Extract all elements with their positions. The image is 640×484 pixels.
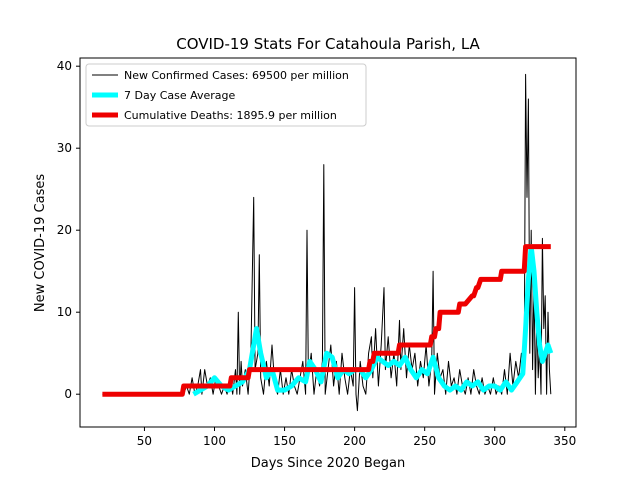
x-axis-label: Days Since 2020 Began: [251, 456, 406, 471]
legend-label: 7 Day Case Average: [124, 89, 236, 102]
x-tick-label: 350: [553, 434, 576, 448]
x-tick-label: 150: [273, 434, 296, 448]
y-tick-label: 20: [57, 223, 72, 237]
legend-label: Cumulative Deaths: 1895.9 per million: [124, 109, 337, 122]
y-tick-label: 0: [64, 387, 72, 401]
legend-label: New Confirmed Cases: 69500 per million: [124, 69, 349, 82]
chart-title: COVID-19 Stats For Catahoula Parish, LA: [176, 35, 480, 53]
data-line: [102, 244, 551, 397]
y-tick-label: 30: [57, 141, 72, 155]
x-tick-label: 200: [343, 434, 366, 448]
legend: New Confirmed Cases: 69500 per million 7 …: [85, 63, 367, 127]
x-tick-label: 250: [413, 434, 436, 448]
y-axis-label: New COVID-19 Cases: [33, 174, 48, 312]
y-tick-label: 40: [57, 59, 72, 73]
y-tick-label: 10: [57, 305, 72, 319]
x-tick-label: 50: [137, 434, 152, 448]
x-tick-label: 300: [483, 434, 506, 448]
plot-area: [102, 73, 554, 412]
x-tick-label: 100: [203, 434, 226, 448]
legend-box: [85, 63, 367, 127]
axes-frame: [79, 57, 577, 428]
